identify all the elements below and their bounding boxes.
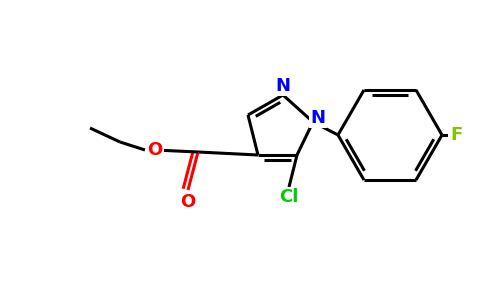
Text: Cl: Cl xyxy=(279,188,299,206)
Text: N: N xyxy=(275,77,290,95)
Text: O: O xyxy=(147,141,163,159)
Text: N: N xyxy=(311,109,326,127)
Text: O: O xyxy=(181,193,196,211)
Text: F: F xyxy=(450,126,462,144)
